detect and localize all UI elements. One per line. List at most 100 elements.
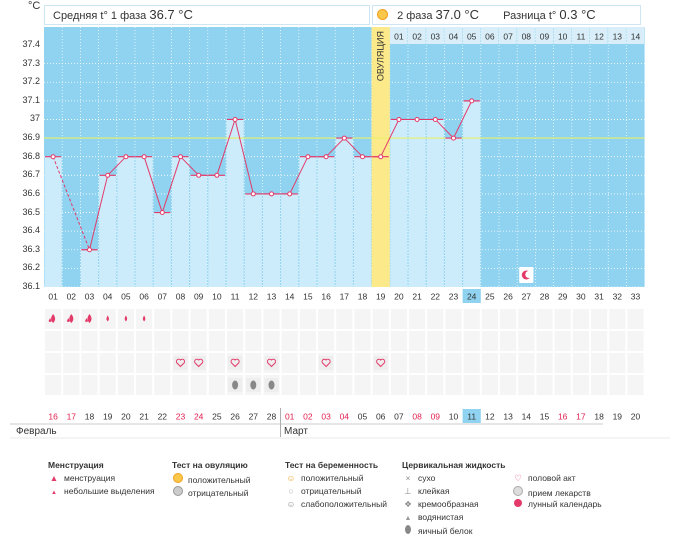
symbol-cell[interactable] [444, 308, 463, 330]
temperature-point[interactable] [141, 154, 147, 160]
symbol-cell[interactable] [371, 308, 390, 330]
symbol-cell[interactable] [590, 352, 609, 374]
temperature-point[interactable] [378, 154, 384, 160]
symbol-cell[interactable] [608, 330, 627, 352]
symbol-cell[interactable] [353, 308, 372, 330]
symbol-cell[interactable] [80, 352, 99, 374]
temperature-point[interactable] [178, 154, 183, 160]
symbol-cell[interactable] [207, 308, 227, 330]
symbol-cell[interactable] [571, 352, 590, 374]
symbol-cell[interactable] [499, 330, 518, 352]
temperature-point[interactable] [269, 191, 274, 197]
symbol-cell[interactable] [626, 374, 645, 396]
symbol-cell[interactable] [389, 330, 408, 352]
symbol-cell[interactable] [480, 308, 499, 330]
symbol-cell[interactable] [590, 308, 609, 330]
symbol-cell[interactable] [280, 308, 299, 330]
symbol-cell[interactable] [171, 330, 190, 352]
symbol-cell[interactable] [480, 374, 499, 396]
symbol-cell[interactable] [590, 374, 609, 396]
symbol-cell[interactable] [426, 374, 445, 396]
symbol-cell[interactable] [44, 330, 63, 352]
symbol-cell[interactable] [317, 330, 336, 352]
symbol-cell[interactable] [517, 352, 536, 374]
symbol-cell[interactable] [226, 330, 245, 352]
symbol-cell[interactable] [408, 352, 427, 374]
symbol-cell[interactable] [499, 352, 518, 374]
symbol-cell[interactable] [207, 374, 227, 396]
temperature-point[interactable] [196, 172, 202, 178]
symbol-cell[interactable] [608, 374, 627, 396]
temperature-point[interactable] [323, 154, 329, 160]
symbol-cell[interactable] [626, 330, 645, 352]
symbol-cell[interactable] [517, 330, 536, 352]
temperature-point[interactable] [159, 210, 165, 216]
symbol-cell[interactable] [153, 330, 172, 352]
symbol-cell[interactable] [98, 330, 117, 352]
symbol-cell[interactable] [517, 374, 536, 396]
symbol-cell[interactable] [207, 330, 227, 352]
symbol-cell[interactable] [280, 352, 299, 374]
symbol-cell[interactable] [116, 330, 136, 352]
symbol-cell[interactable] [590, 330, 609, 352]
symbol-cell[interactable] [62, 374, 81, 396]
symbol-cell[interactable] [389, 352, 408, 374]
symbol-cell[interactable] [298, 330, 317, 352]
temperature-point[interactable] [50, 154, 56, 160]
temperature-point[interactable] [87, 247, 92, 253]
symbol-cell[interactable] [553, 352, 572, 374]
symbol-cell[interactable] [535, 352, 554, 374]
symbol-cell[interactable] [298, 352, 317, 374]
symbol-cell[interactable] [153, 352, 172, 374]
symbol-cell[interactable] [444, 352, 463, 374]
temperature-point[interactable] [469, 98, 475, 104]
symbol-cell[interactable] [280, 374, 299, 396]
symbol-cell[interactable] [189, 330, 208, 352]
symbol-cell[interactable] [335, 352, 354, 374]
symbol-cell[interactable] [499, 308, 518, 330]
symbol-cell[interactable] [244, 352, 263, 374]
symbol-cell[interactable] [226, 308, 245, 330]
symbol-cell[interactable] [462, 308, 481, 330]
temperature-point[interactable] [360, 154, 365, 160]
symbol-cell[interactable] [207, 352, 227, 374]
symbol-cell[interactable] [608, 352, 627, 374]
symbol-cell[interactable] [62, 352, 81, 374]
symbol-cell[interactable] [44, 374, 63, 396]
symbol-cell[interactable] [462, 374, 481, 396]
symbol-cell[interactable] [553, 374, 572, 396]
symbol-cell[interactable] [371, 330, 390, 352]
symbol-cell[interactable] [298, 308, 317, 330]
symbol-cell[interactable] [535, 374, 554, 396]
symbol-cell[interactable] [444, 330, 463, 352]
temperature-point[interactable] [451, 135, 456, 141]
symbol-cell[interactable] [135, 352, 154, 374]
symbol-cell[interactable] [171, 374, 190, 396]
symbol-cell[interactable] [408, 308, 427, 330]
symbol-cell[interactable] [189, 374, 208, 396]
symbol-cell[interactable] [626, 308, 645, 330]
symbol-cell[interactable] [389, 374, 408, 396]
symbol-cell[interactable] [571, 374, 590, 396]
symbol-cell[interactable] [62, 330, 81, 352]
symbol-cell[interactable] [262, 308, 281, 330]
symbol-cell[interactable] [408, 330, 427, 352]
symbol-cell[interactable] [135, 330, 154, 352]
temperature-point[interactable] [341, 135, 347, 141]
symbol-cell[interactable] [553, 330, 572, 352]
symbol-cell[interactable] [98, 374, 117, 396]
temperature-point[interactable] [232, 116, 238, 122]
symbol-cell[interactable] [335, 308, 354, 330]
temperature-point[interactable] [287, 191, 293, 197]
temperature-point[interactable] [214, 172, 220, 178]
symbol-cell[interactable] [517, 308, 536, 330]
temperature-point[interactable] [250, 191, 256, 197]
symbol-cell[interactable] [353, 330, 372, 352]
symbol-cell[interactable] [44, 352, 63, 374]
temperature-point[interactable] [414, 116, 420, 122]
symbol-cell[interactable] [353, 352, 372, 374]
symbol-cell[interactable] [116, 352, 136, 374]
symbol-cell[interactable] [280, 330, 299, 352]
symbol-cell[interactable] [371, 374, 390, 396]
symbol-cell[interactable] [317, 374, 336, 396]
